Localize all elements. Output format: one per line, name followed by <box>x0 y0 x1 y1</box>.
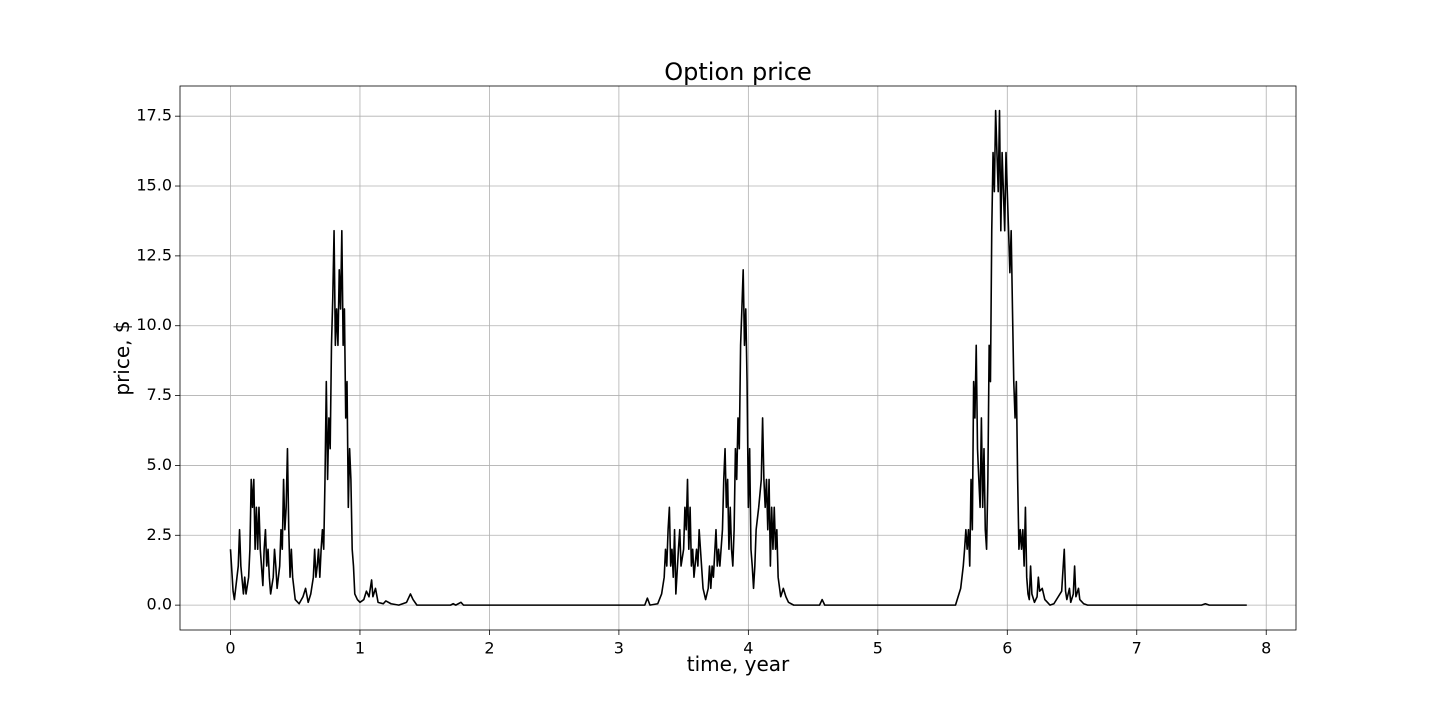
x-tick-label: 6 <box>1002 639 1012 658</box>
y-tick-label: 7.5 <box>147 385 172 404</box>
x-tick-label: 0 <box>225 639 235 658</box>
y-tick-label: 0.0 <box>147 595 172 614</box>
y-tick-label: 12.5 <box>136 245 172 264</box>
y-axis-label: price, $ <box>110 320 134 395</box>
x-tick-label: 2 <box>484 639 494 658</box>
y-tick-label: 2.5 <box>147 525 172 544</box>
axes-frame <box>179 85 1297 631</box>
x-tick-label: 8 <box>1261 639 1271 658</box>
x-axis-label: time, year <box>687 652 790 676</box>
chart-title: Option price <box>664 58 811 86</box>
y-tick-label: 17.5 <box>136 106 172 125</box>
x-tick-label: 5 <box>873 639 883 658</box>
x-tick-label: 1 <box>355 639 365 658</box>
y-tick-label: 10.0 <box>136 315 172 334</box>
price-line <box>229 109 1247 606</box>
y-tick-label: 15.0 <box>136 176 172 195</box>
x-tick-label: 7 <box>1132 639 1142 658</box>
x-tick-label: 4 <box>743 639 753 658</box>
y-tick-label: 5.0 <box>147 455 172 474</box>
x-tick-label: 3 <box>614 639 624 658</box>
